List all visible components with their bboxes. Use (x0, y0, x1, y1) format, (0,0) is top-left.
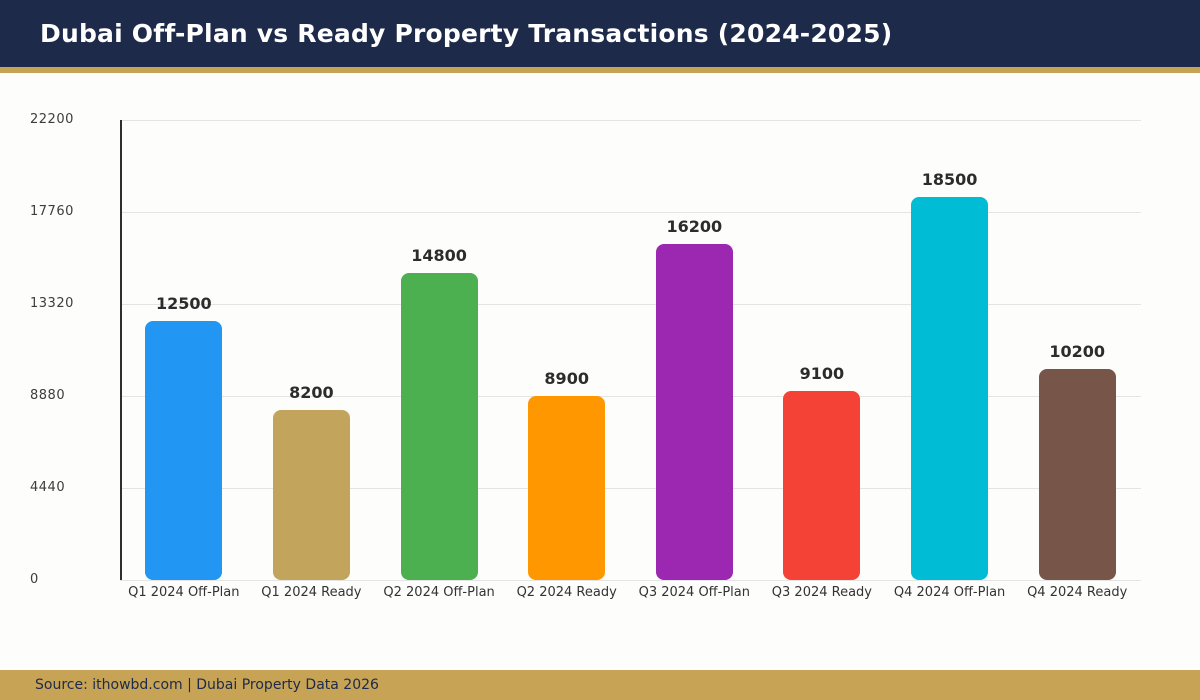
y-tick-label: 8880 (30, 388, 66, 403)
bar-value-label: 12500 (155, 294, 212, 313)
gridline (120, 396, 1141, 397)
x-tick-label: Q3 2024 Off-Plan (638, 585, 750, 600)
bar-4 (528, 395, 606, 580)
bar-3 (400, 273, 478, 580)
gridline (120, 212, 1141, 213)
x-tick-label: Q2 2024 Off-Plan (383, 585, 495, 600)
page-title: Dubai Off-Plan vs Ready Property Transac… (40, 19, 893, 48)
bar-2 (272, 410, 350, 580)
y-tick-label: 0 (30, 572, 39, 587)
bar-1 (145, 321, 223, 580)
x-tick-label: Q4 2024 Off-Plan (893, 585, 1006, 600)
bar-value-label: 10200 (1049, 341, 1106, 361)
bar-value-label: 16200 (666, 217, 723, 237)
bar-value-label: 8200 (289, 383, 334, 403)
bar-value-label: 8900 (544, 368, 589, 388)
bar-5 (655, 244, 733, 580)
header: Dubai Off-Plan vs Ready Property Transac… (0, 0, 1200, 67)
y-tick-label: 22200 (30, 112, 74, 127)
source-attribution: Source: ithowbd.com | Dubai Property Dat… (35, 677, 379, 693)
x-tick-label: Q4 2024 Ready (1027, 585, 1128, 600)
x-tick-label: Q2 2024 Ready (516, 585, 617, 600)
bar-value-label: 9100 (799, 364, 845, 384)
y-tick-label: 4440 (30, 480, 66, 495)
y-axis (120, 120, 122, 580)
bar-6 (783, 391, 861, 580)
bar-7 (911, 196, 989, 580)
gridline (120, 488, 1141, 489)
gridline (120, 304, 1141, 305)
gridline (120, 120, 1141, 121)
header-accent-bar (0, 67, 1200, 73)
x-tick-label: Q1 2024 Off-Plan (128, 585, 240, 600)
gridline (120, 580, 1141, 581)
bar-8 (1038, 368, 1116, 580)
y-tick-label: 17760 (30, 204, 74, 219)
footer: Source: ithowbd.com | Dubai Property Dat… (0, 670, 1200, 700)
x-tick-label: Q3 2024 Ready (771, 585, 872, 600)
x-tick-label: Q1 2024 Ready (261, 585, 362, 600)
bar-value-label: 14800 (411, 246, 467, 266)
y-tick-label: 13320 (30, 296, 74, 311)
bar-value-label: 18500 (921, 169, 978, 189)
